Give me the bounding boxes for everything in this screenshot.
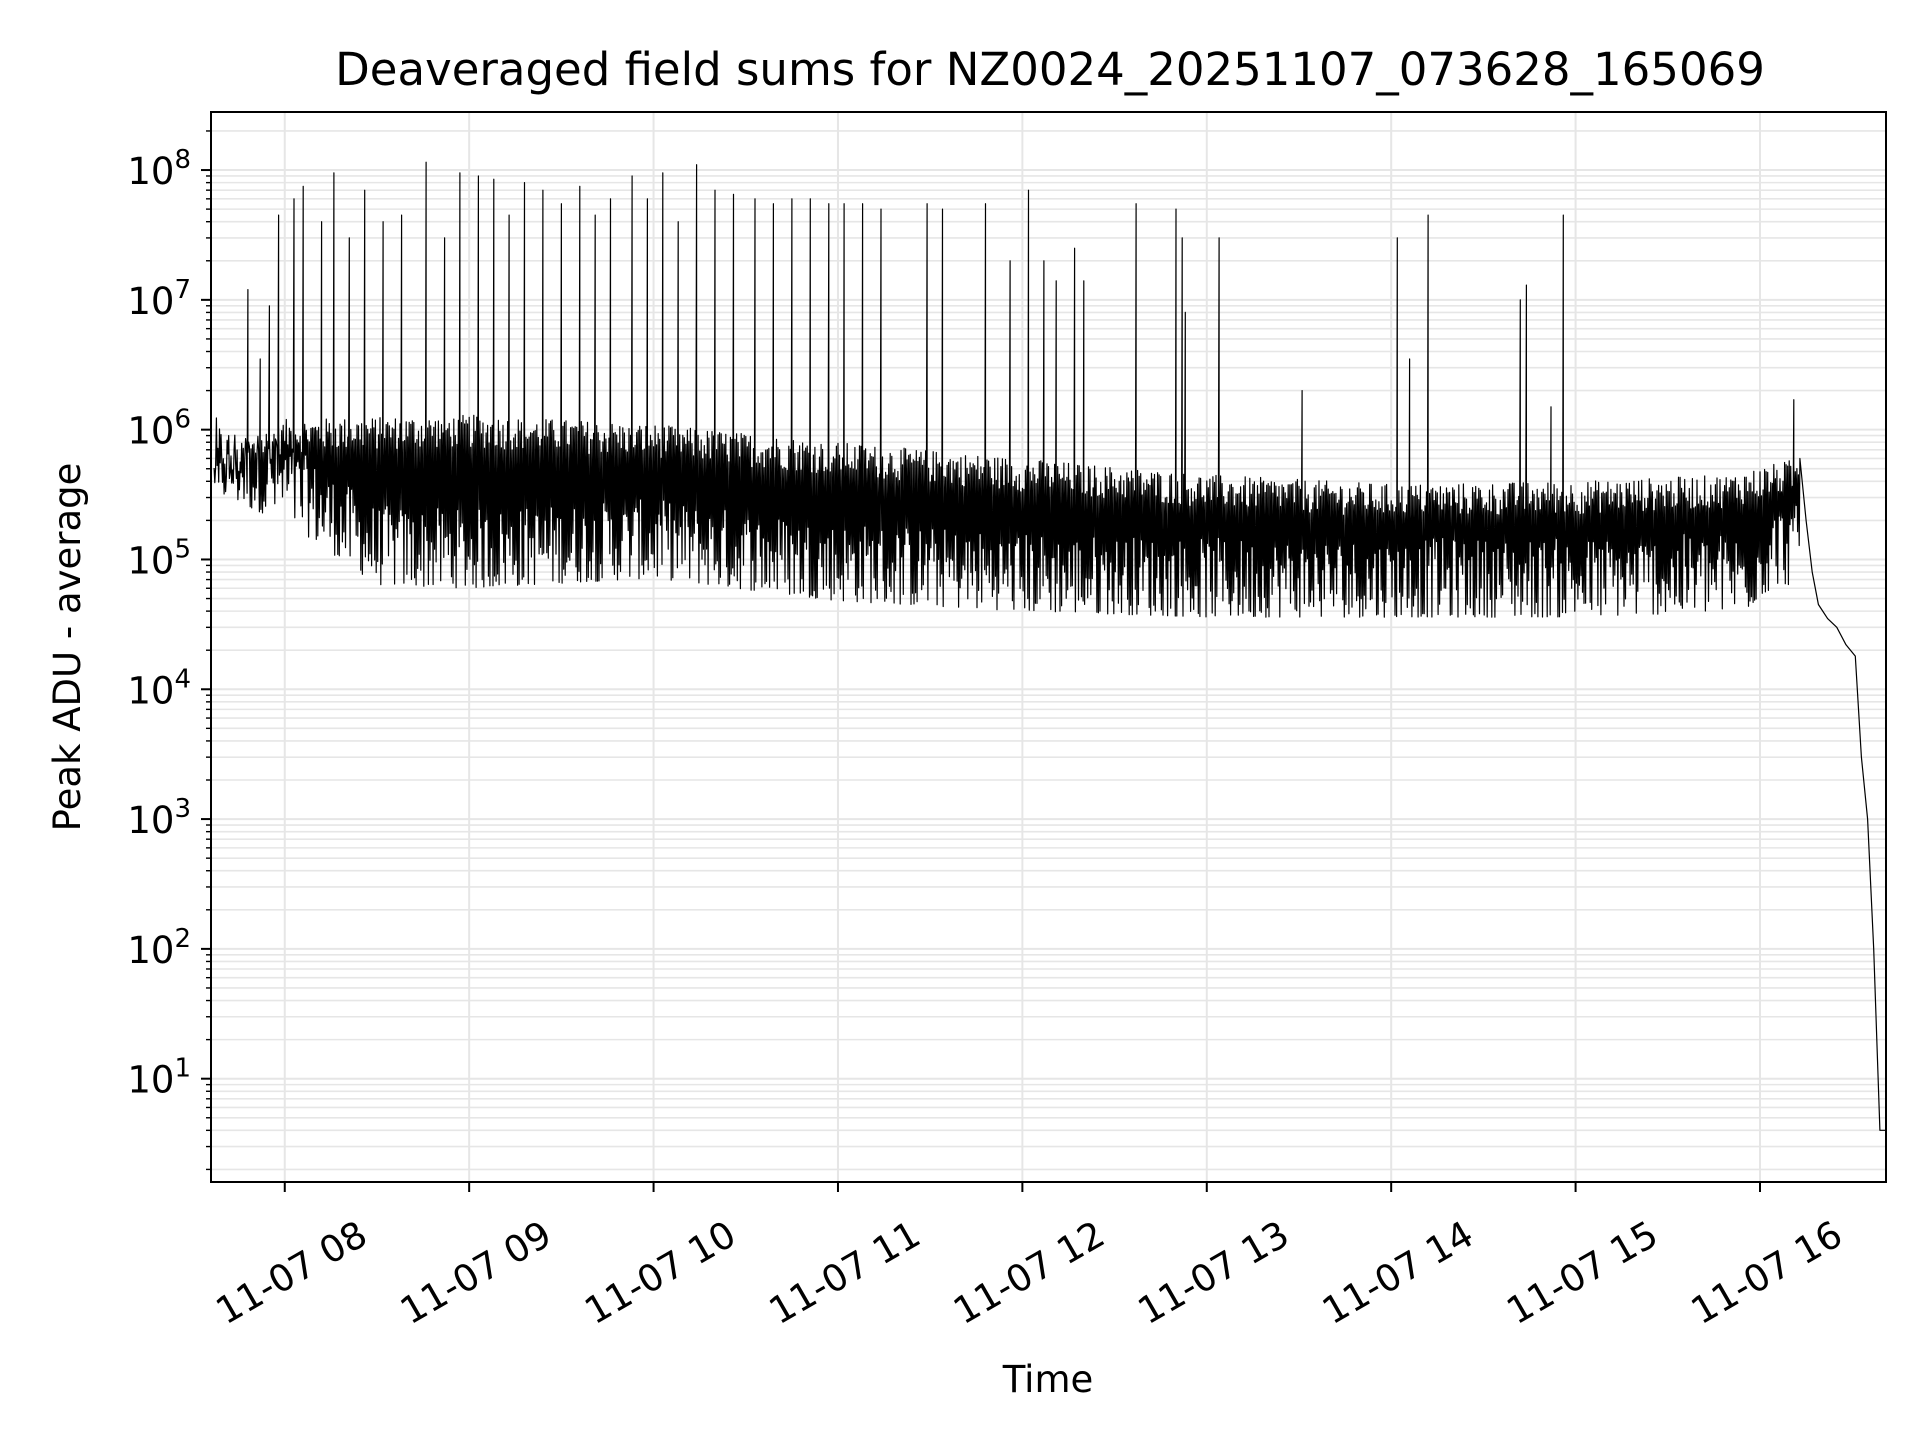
x-tick-label: 11-07 08: [209, 1213, 375, 1333]
x-tick-label: 11-07 15: [1500, 1213, 1666, 1333]
x-tick-label: 11-07 12: [946, 1213, 1112, 1333]
y-tick-label: 105: [127, 534, 191, 582]
x-tick-label: 11-07 10: [577, 1213, 743, 1333]
y-axis-ticks: 101 102 103 104 105 106 107 108: [127, 130, 211, 1171]
x-axis-ticks: 11-07 08 11-07 09 11-07 10 11-07 11 11-07 12…: [209, 1182, 1850, 1333]
y-tick-label: 104: [127, 664, 191, 712]
y-tick-label: 106: [127, 405, 191, 453]
y-tick-label: 107: [127, 275, 191, 323]
series-path: [213, 161, 1886, 1131]
x-axis-label: Time: [1002, 1358, 1094, 1401]
x-tick-label: 11-07 11: [762, 1213, 928, 1333]
series-line: [213, 161, 1886, 1131]
x-tick-label: 11-07 16: [1684, 1213, 1850, 1333]
y-axis-label: Peak ADU - average: [46, 463, 89, 832]
x-tick-label: 11-07 09: [393, 1213, 559, 1333]
plot-frame: [210, 111, 1887, 1183]
chart-title: Deaveraged field sums for NZ0024_2025110…: [335, 43, 1765, 96]
y-tick-label: 108: [127, 145, 191, 193]
y-tick-label: 102: [127, 924, 191, 972]
y-tick-label: 103: [127, 794, 191, 842]
grid: [211, 112, 1886, 1182]
x-tick-label: 11-07 13: [1131, 1213, 1297, 1333]
y-tick-label: 101: [127, 1054, 191, 1102]
x-tick-label: 11-07 14: [1315, 1213, 1481, 1333]
